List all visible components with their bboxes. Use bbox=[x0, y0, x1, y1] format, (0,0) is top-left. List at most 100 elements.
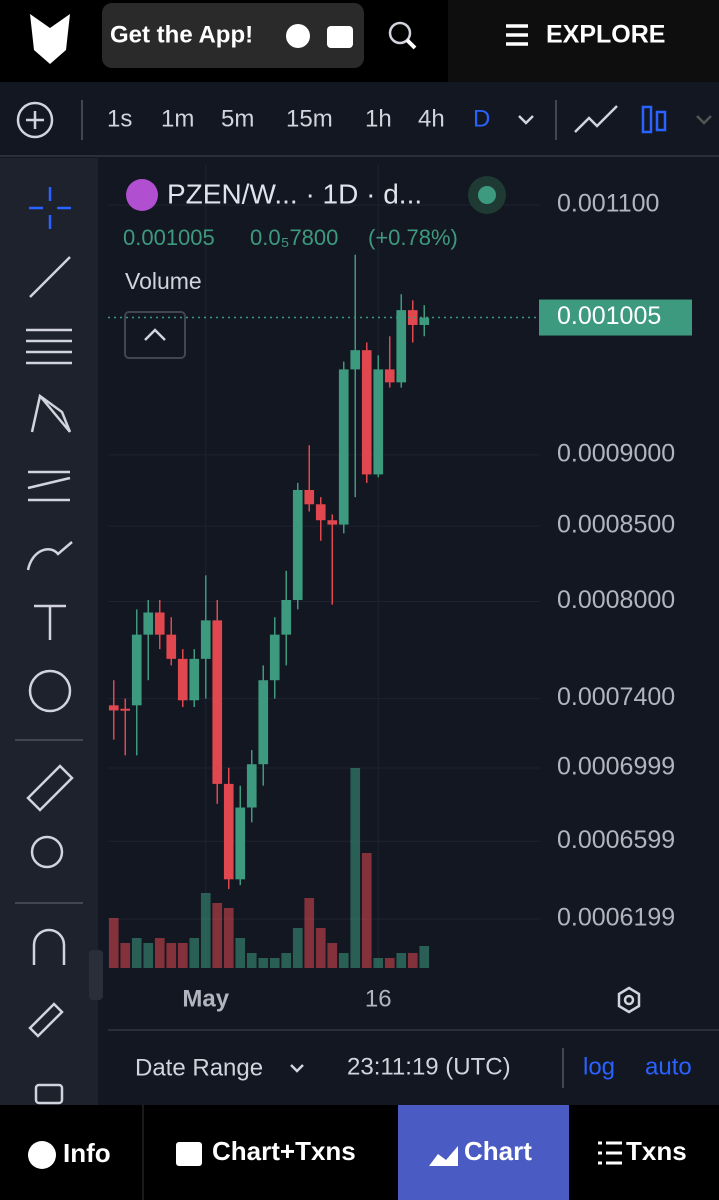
interval[interactable]: 1s bbox=[107, 105, 132, 132]
emoji-tool[interactable] bbox=[28, 669, 72, 713]
candle-body bbox=[212, 620, 223, 784]
candle-body bbox=[108, 705, 119, 711]
candle-body bbox=[419, 317, 430, 325]
interval[interactable]: D bbox=[473, 105, 490, 132]
candle-body bbox=[269, 634, 280, 681]
text-tool[interactable] bbox=[34, 604, 66, 640]
candle-body bbox=[223, 783, 234, 880]
volume-bar bbox=[361, 853, 372, 968]
candle-body bbox=[350, 350, 361, 370]
volume-bar bbox=[315, 928, 326, 968]
date-range[interactable]: Date Range bbox=[135, 1054, 263, 1081]
volume-bar bbox=[177, 943, 188, 968]
dropdown[interactable] bbox=[696, 115, 712, 125]
tab[interactable]: Txns bbox=[626, 1136, 687, 1166]
split-icon bbox=[176, 1142, 202, 1166]
candle-body bbox=[338, 369, 349, 525]
candle-body bbox=[246, 764, 257, 808]
tab[interactable]: Chart+Txns bbox=[212, 1136, 356, 1166]
app-cta[interactable]: Get the App! bbox=[110, 21, 253, 48]
candle-body bbox=[200, 620, 211, 659]
lock-draw-tool[interactable] bbox=[28, 1002, 64, 1038]
candle-body bbox=[384, 369, 395, 383]
candle-body bbox=[154, 612, 165, 635]
lines-tool[interactable] bbox=[26, 328, 72, 365]
candle-type-icon[interactable] bbox=[641, 105, 653, 134]
candle-body bbox=[407, 310, 418, 325]
y-tick-label: 0.0007400 bbox=[557, 683, 675, 711]
volume-bar bbox=[350, 768, 361, 968]
volume-bar bbox=[407, 953, 418, 968]
interval[interactable]: 5m bbox=[221, 105, 254, 132]
lock-tool[interactable] bbox=[34, 1083, 64, 1105]
dropdown[interactable] bbox=[518, 115, 534, 125]
magnet-tool[interactable] bbox=[32, 928, 66, 965]
log-toggle[interactable]: log bbox=[583, 1053, 615, 1080]
status-dot bbox=[478, 186, 496, 204]
volume-label: Volume bbox=[125, 268, 202, 294]
legend-change: (+0.78%) bbox=[368, 225, 458, 250]
volume-bar bbox=[419, 946, 430, 968]
volume-bar bbox=[327, 943, 338, 968]
volume-bar bbox=[189, 938, 200, 968]
candle-body bbox=[258, 680, 269, 765]
explore[interactable]: EXPLORE bbox=[546, 21, 665, 49]
candle-body bbox=[361, 350, 372, 475]
volume-bar bbox=[338, 953, 349, 968]
candle-body bbox=[396, 310, 407, 383]
interval[interactable]: 1h bbox=[365, 105, 392, 132]
list-icon bbox=[598, 1141, 622, 1165]
settings-icon bbox=[623, 994, 635, 1006]
volume-bar bbox=[269, 958, 280, 968]
candle-body bbox=[281, 599, 292, 635]
interval[interactable]: 4h bbox=[418, 105, 445, 132]
y-tick-label: 0.0006599 bbox=[557, 826, 675, 854]
candle-body bbox=[304, 489, 315, 505]
zoom-tool[interactable] bbox=[30, 835, 64, 869]
logo[interactable] bbox=[30, 14, 70, 64]
collapse-button[interactable] bbox=[124, 311, 186, 359]
y-tick-label: 0.0008000 bbox=[557, 586, 675, 614]
volume-bar bbox=[166, 943, 177, 968]
volume-bar bbox=[120, 943, 131, 968]
candle-body bbox=[373, 369, 384, 475]
add-icon[interactable] bbox=[16, 101, 54, 139]
candle-body bbox=[120, 708, 131, 711]
candle-body bbox=[235, 807, 246, 880]
search-icon[interactable] bbox=[388, 21, 412, 45]
candle-body bbox=[131, 634, 142, 706]
clock: 23:11:19 (UTC) bbox=[347, 1053, 511, 1080]
fib-tool[interactable] bbox=[27, 470, 71, 502]
symbol-icon bbox=[126, 179, 158, 211]
crosshair-tool[interactable] bbox=[29, 187, 71, 229]
apple-icon bbox=[286, 24, 310, 48]
menu-icon[interactable] bbox=[506, 24, 528, 46]
y-tick-label: 0.0008500 bbox=[557, 511, 675, 539]
interval[interactable]: 1m bbox=[161, 105, 194, 132]
candle-body bbox=[327, 520, 338, 525]
volume-bar bbox=[200, 893, 211, 968]
pattern-tool[interactable] bbox=[30, 393, 72, 433]
auto-toggle[interactable]: auto bbox=[645, 1053, 692, 1080]
brush-tool[interactable] bbox=[26, 541, 73, 571]
app-button[interactable] bbox=[102, 3, 364, 68]
settings-icon[interactable] bbox=[617, 986, 641, 1014]
tab[interactable]: Chart bbox=[464, 1136, 532, 1166]
interval[interactable]: 15m bbox=[286, 105, 333, 132]
toolbar bbox=[0, 82, 719, 156]
volume-bar bbox=[304, 898, 315, 968]
info-icon bbox=[28, 1141, 56, 1169]
volume-bar bbox=[246, 953, 257, 968]
tab[interactable]: Info bbox=[63, 1138, 111, 1168]
line-tool[interactable] bbox=[29, 256, 71, 298]
collapse-handle[interactable] bbox=[89, 950, 103, 1000]
y-tick-label: 0.0006999 bbox=[557, 753, 675, 781]
ruler-tool[interactable] bbox=[26, 764, 74, 812]
dropdown bbox=[290, 1064, 304, 1073]
y-tick-label: 0.001100 bbox=[557, 190, 659, 218]
chart-title[interactable]: PZEN/W... · 1D · d... bbox=[167, 178, 422, 209]
candle-body bbox=[166, 634, 177, 659]
line-type-icon[interactable] bbox=[574, 105, 618, 133]
